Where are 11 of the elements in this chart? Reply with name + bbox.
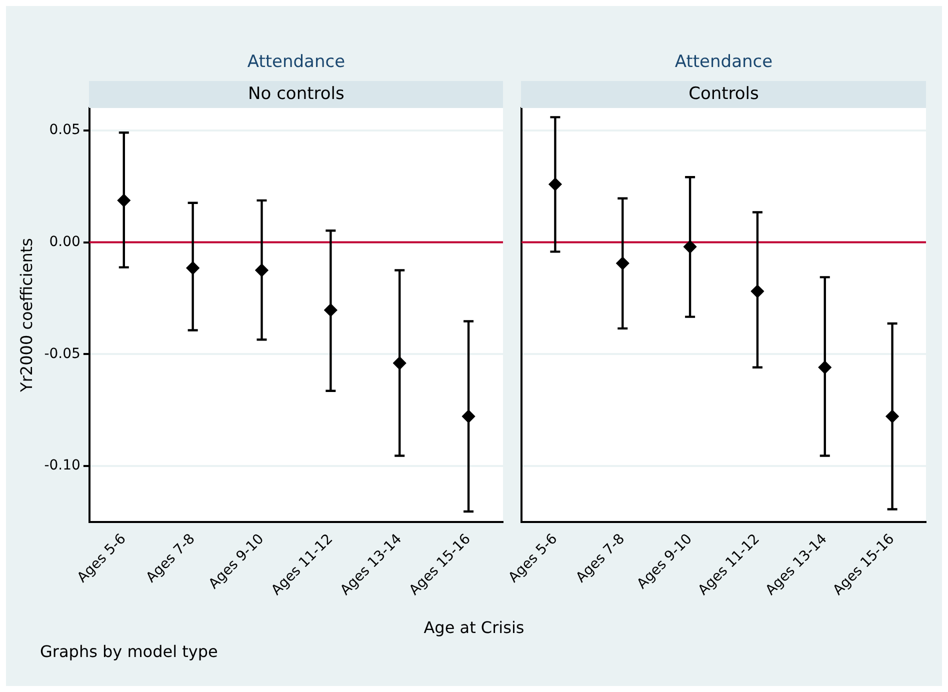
chart-subtitle: Controls [521,81,926,108]
chart-title: Attendance [674,52,774,72]
y-tick-label: -0.10 [44,458,80,474]
y-axis-title: Yr2000 coefficients [16,238,36,393]
y-tick-label: -0.05 [44,346,80,362]
chart-title: Attendance [246,52,346,72]
x-axis-title: Age at Crisis [422,618,526,637]
y-tick-label: 0.00 [49,234,80,250]
y-tick-label: 0.05 [49,122,80,138]
chart-subtitle: No controls [89,81,503,108]
text: Graphs by model type [40,642,218,661]
